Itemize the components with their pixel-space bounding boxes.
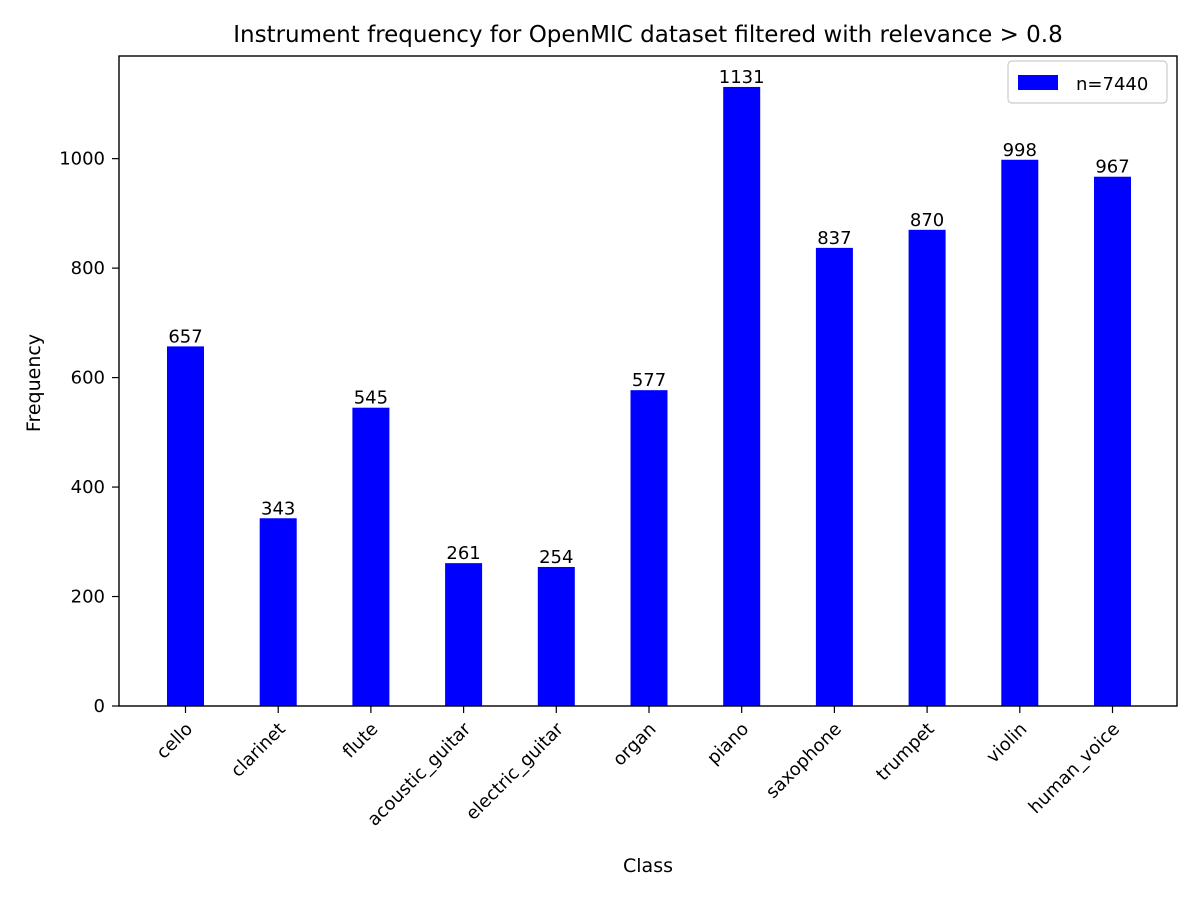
bar-clarinet — [259, 518, 297, 706]
data-label-saxophone: 837 — [817, 228, 851, 249]
x-tick-label-clarinet: clarinet — [227, 719, 290, 782]
data-label-piano: 1131 — [719, 67, 765, 88]
data-label-clarinet: 343 — [261, 498, 295, 519]
data-label-cello: 657 — [168, 326, 202, 347]
bar-piano — [723, 86, 761, 706]
bar-trumpet — [908, 229, 946, 706]
data-label-organ: 577 — [632, 370, 666, 391]
axes-frame — [118, 55, 1178, 707]
y-tick-label-1000: 1000 — [59, 149, 105, 170]
bar-organ — [630, 390, 668, 706]
bars-layer — [167, 86, 1131, 707]
y-tick-label-800: 800 — [71, 258, 105, 279]
data-label-trumpet: 870 — [910, 210, 944, 231]
x-tick-label-piano: piano — [703, 719, 753, 769]
data-label-electric_guitar: 254 — [539, 547, 573, 568]
legend-label: n=7440 — [1076, 74, 1148, 95]
y-tick-label-400: 400 — [71, 477, 105, 498]
y-tick-label-0: 0 — [94, 696, 105, 717]
data-label-flute: 545 — [354, 388, 388, 409]
x-tick-label-flute: flute — [339, 719, 383, 763]
legend-swatch — [1018, 75, 1058, 90]
chart-title: Instrument frequency for OpenMIC dataset… — [233, 22, 1063, 48]
y-tick-label-600: 600 — [71, 368, 105, 389]
x-tick-label-cello: cello — [152, 719, 197, 764]
x-axis-label: Class — [623, 855, 673, 877]
x-tick-label-human_voice: human_voice — [1025, 719, 1124, 818]
x-tick-label-trumpet: trumpet — [872, 719, 938, 785]
data-label-human_voice: 967 — [1095, 157, 1129, 178]
legend-box — [1007, 60, 1168, 104]
data-labels-layer: 657 343 545 261 254 577 1131 837 870 998 967 — [168, 67, 1129, 568]
data-label-violin: 998 — [1003, 140, 1037, 161]
legend: n=7440 — [1007, 60, 1168, 104]
bar-cello — [167, 346, 204, 706]
x-tick-label-saxophone: saxophone — [762, 719, 846, 803]
bar-electric_guitar — [537, 566, 575, 706]
bar-human_voice — [1094, 176, 1131, 707]
bar-violin — [1001, 159, 1039, 706]
x-tick-label-electric_guitar: electric_guitar — [462, 718, 568, 824]
bar-saxophone — [815, 247, 853, 706]
bar-flute — [352, 407, 390, 706]
bar-acoustic_guitar — [445, 563, 483, 706]
x-tick-label-organ: organ — [609, 719, 661, 771]
x-tick-label-violin: violin — [982, 719, 1031, 768]
data-label-acoustic_guitar: 261 — [446, 543, 480, 564]
y-axis-label: Frequency — [23, 334, 45, 432]
y-tick-label-200: 200 — [71, 587, 105, 608]
